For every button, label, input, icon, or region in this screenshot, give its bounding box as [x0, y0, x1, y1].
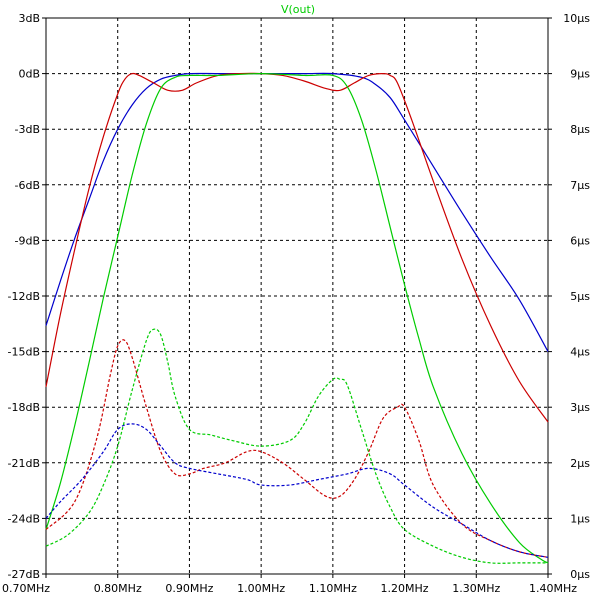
series-group — [45, 72, 549, 564]
left-tick-label: -21dB — [8, 457, 41, 470]
right-tick-label: 8µs — [570, 123, 590, 136]
right-tick-label: 0µs — [570, 568, 590, 581]
x-tick-label: 0.90MHz — [165, 582, 213, 595]
left-axis-labels: 3dB 0dB -3dB -6dB -9dB -12dB -15dB -18dB -21dB -2… — [8, 12, 46, 581]
right-tick-label: 9µs — [570, 68, 590, 81]
left-tick-label: -12dB — [8, 290, 41, 303]
right-tick-label: 1µs — [570, 512, 590, 525]
chart-title: V(out) — [281, 3, 315, 16]
left-tick-label: -24dB — [8, 512, 41, 525]
x-tick-label: 1.10MHz — [309, 582, 357, 595]
x-axis-labels: 0.70MHz 0.80MHz 0.90MHz 1.00MHz 1.10MHz 1.20M… — [2, 574, 577, 595]
right-tick-label: 4µs — [570, 346, 590, 359]
x-tick-label: 0.70MHz — [2, 582, 50, 595]
left-tick-label: -3dB — [15, 123, 41, 136]
right-tick-label: 7µs — [570, 179, 590, 192]
right-tick-label: 6µs — [570, 234, 590, 247]
right-tick-label: 2µs — [570, 457, 590, 470]
group-delay-line-4 — [45, 339, 549, 558]
x-tick-label: 0.80MHz — [94, 582, 142, 595]
grid-lines — [46, 18, 548, 574]
group-delay-line-6 — [45, 328, 548, 564]
magnitude-line-1 — [45, 72, 549, 352]
magnitude-line-3 — [45, 72, 549, 564]
right-tick-label: 3µs — [570, 401, 590, 414]
right-tick-label: 5µs — [570, 290, 590, 303]
left-tick-label: -27dB — [8, 568, 41, 581]
x-tick-label: 1.00MHz — [237, 582, 285, 595]
left-tick-label: -18dB — [8, 401, 41, 414]
left-tick-label: -9dB — [15, 234, 41, 247]
x-tick-label: 1.30MHz — [452, 582, 500, 595]
left-tick-label: -6dB — [15, 179, 41, 192]
left-tick-label: 3dB — [18, 12, 40, 25]
left-tick-label: 0dB — [18, 68, 40, 81]
right-tick-label: 10µs — [563, 12, 590, 25]
magnitude-line-2 — [45, 72, 549, 423]
x-tick-label: 1.20MHz — [381, 582, 429, 595]
group-delay-line-5 — [45, 423, 549, 558]
right-axis-labels: 10µs 9µs 8µs 7µs 6µs 5µs 4µs 3µs 2µs 1µs 0µs — [548, 12, 590, 581]
x-tick-label: 1.40MHz — [529, 582, 577, 595]
left-tick-label: -15dB — [8, 346, 41, 359]
